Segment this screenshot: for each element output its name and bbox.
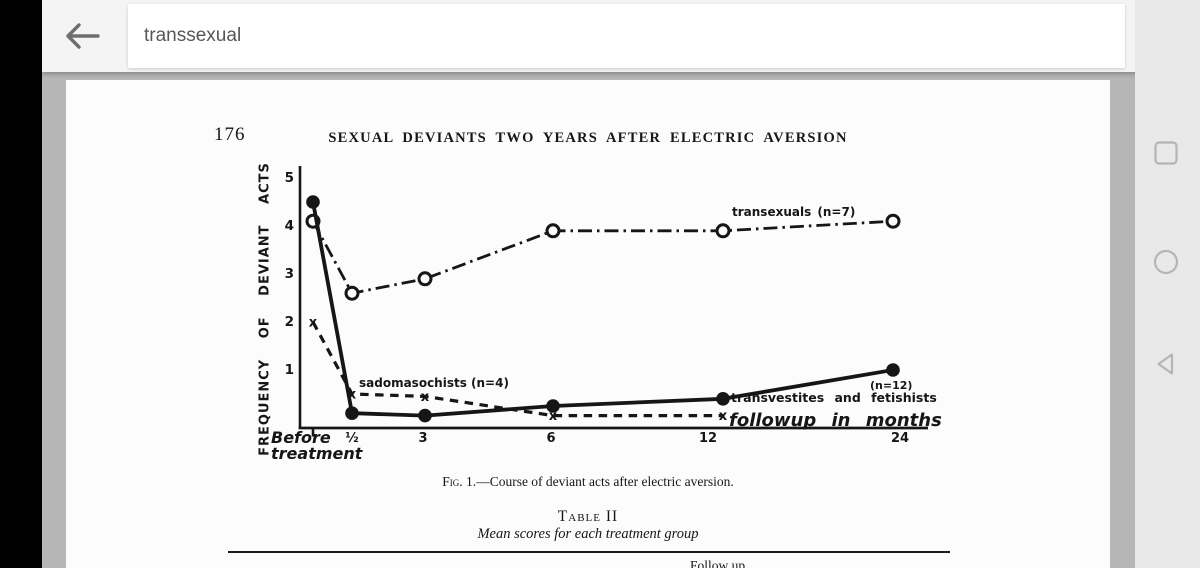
- x-tick-label: 3: [418, 431, 428, 446]
- recents-button[interactable]: [1148, 135, 1184, 171]
- table-subtitle: Mean scores for each treatment group: [477, 526, 699, 542]
- back-nav-button[interactable]: [1148, 346, 1184, 382]
- x-tick-label: 12: [698, 431, 718, 446]
- home-circle-icon: [1153, 249, 1179, 275]
- x-axis-first-category-label: Before treatment: [271, 428, 363, 463]
- x-tick-label: 6: [546, 431, 556, 446]
- figure-caption-text: —Course of deviant acts after electric a…: [476, 474, 734, 489]
- y-tick-label: 2: [284, 314, 294, 330]
- back-triangle-icon: [1157, 353, 1174, 375]
- series-n-transvestites: (n=12): [870, 379, 913, 392]
- home-button[interactable]: [1148, 244, 1184, 280]
- y-axis-label: FREQUENCY OF DEVIANT ACTS: [257, 162, 273, 456]
- back-arrow-button[interactable]: [60, 16, 104, 56]
- y-tick-label: 3: [284, 266, 294, 282]
- x-tick-label: 24: [890, 431, 910, 446]
- document-page: 176 SEXUAL DEVIANTS TWO YEARS AFTER ELEC…: [66, 80, 1110, 568]
- figure-caption: Fig. 1.—Course of deviant acts after ele…: [66, 474, 1110, 490]
- svg-text:x: x: [348, 388, 357, 403]
- android-nav-bar: [1135, 0, 1200, 568]
- figure-1-chart: x x x x x: [298, 166, 928, 437]
- table-title: Table II: [557, 508, 619, 525]
- series-label-transexuals: transexuals (n=7): [732, 205, 856, 219]
- search-input[interactable]: [144, 4, 1084, 68]
- svg-text:x: x: [421, 390, 430, 405]
- svg-text:x: x: [719, 409, 728, 424]
- x-axis-label: followup in months: [729, 410, 942, 431]
- document-viewer[interactable]: 176 SEXUAL DEVIANTS TWO YEARS AFTER ELEC…: [42, 72, 1135, 568]
- table-column-header-partial: Follow up: [690, 558, 746, 568]
- recents-square-icon: [1154, 141, 1178, 165]
- x-tick-label: ½: [345, 431, 359, 446]
- search-app-bar: [42, 0, 1200, 72]
- search-field[interactable]: [128, 4, 1125, 68]
- figure-caption-prefix: Fig. 1.: [442, 474, 477, 489]
- table-top-rule: [228, 551, 950, 554]
- y-tick-label: 1: [284, 362, 294, 378]
- page-number: 176: [214, 124, 246, 145]
- y-tick-label: 5: [284, 170, 294, 186]
- svg-text:x: x: [309, 316, 318, 331]
- y-tick-label: 4: [284, 218, 294, 234]
- series-label-sadomasochists: sadomasochists (n=4): [359, 376, 509, 390]
- series-label-transvestites: transvestites and fetishists: [731, 390, 937, 405]
- running-title: SEXUAL DEVIANTS TWO YEARS AFTER ELECTRIC…: [328, 130, 848, 146]
- back-arrow-icon: [66, 23, 100, 49]
- svg-text:x: x: [549, 409, 558, 424]
